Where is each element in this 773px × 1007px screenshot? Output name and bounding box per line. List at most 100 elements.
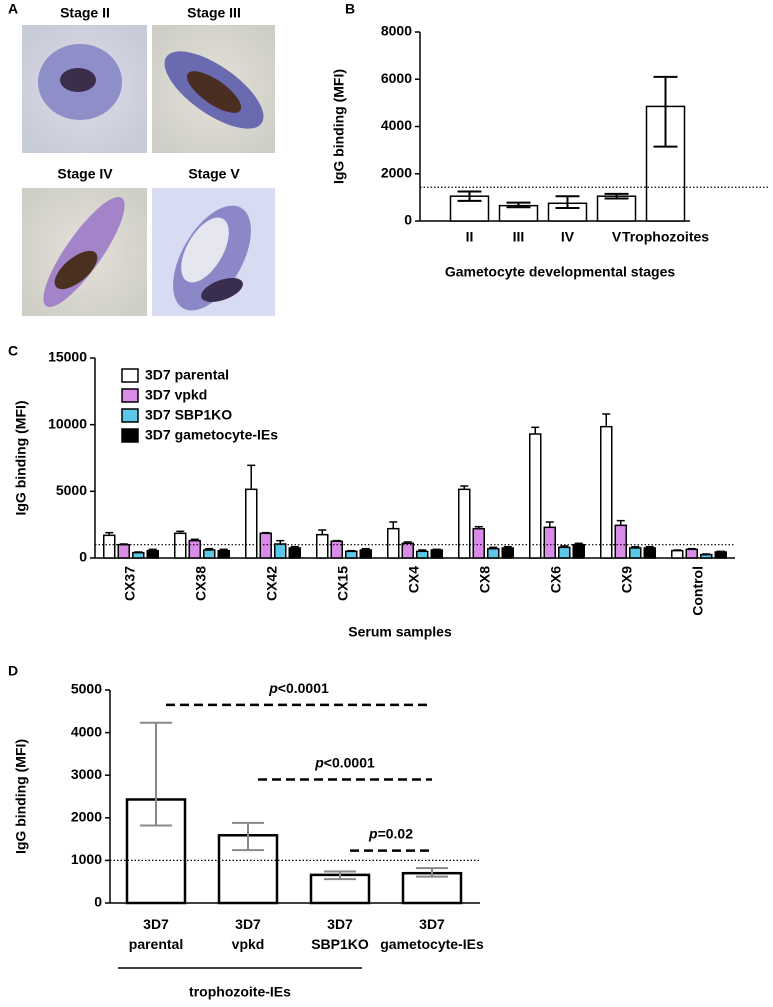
bar bbox=[614, 524, 627, 559]
y-tick-label: 10000 bbox=[48, 415, 87, 431]
p-value: =0.02 bbox=[378, 825, 414, 841]
bar bbox=[714, 551, 727, 559]
x-tick-label: CX42 bbox=[264, 566, 280, 601]
x-axis-label: Gametocyte developmental stages bbox=[445, 264, 676, 280]
x-tick-label: 3D7 vpkd bbox=[232, 916, 265, 952]
x-tick-label: CX4 bbox=[406, 566, 422, 593]
caption: Stage IV bbox=[57, 166, 113, 182]
x-tick-label-line: SBP1KO bbox=[311, 936, 369, 952]
bar bbox=[487, 547, 500, 559]
bar bbox=[316, 533, 329, 559]
x-tick-label: 3D7 gametocyte-IEs bbox=[380, 916, 484, 952]
caption: Stage II bbox=[60, 5, 110, 21]
legend-label: 3D7 SBP1KO bbox=[145, 407, 232, 423]
y-tick-label: 0 bbox=[404, 212, 412, 228]
pigment bbox=[186, 71, 242, 113]
bar bbox=[700, 553, 713, 559]
legend-swatch bbox=[121, 368, 139, 383]
x-tick-label: II bbox=[466, 229, 474, 245]
x-tick-label: CX37 bbox=[122, 566, 138, 601]
legend-swatch bbox=[121, 408, 139, 423]
x-tick-label-line: parental bbox=[129, 936, 183, 952]
x-tick-label-line: 3D7 bbox=[143, 916, 169, 932]
legend-swatch bbox=[121, 428, 139, 443]
y-tick-label: 0 bbox=[79, 549, 87, 565]
bar bbox=[245, 488, 258, 559]
y-tick-label: 2000 bbox=[381, 164, 412, 180]
x-axis-label: Serum samples bbox=[348, 624, 452, 640]
panel-label: B bbox=[345, 1, 355, 17]
panel-label: A bbox=[8, 1, 18, 17]
y-tick-label: 15000 bbox=[48, 349, 87, 365]
bracket-label: trophozoite-IEs bbox=[189, 984, 291, 1000]
p-symbol: p bbox=[314, 754, 324, 770]
x-tick-label: CX6 bbox=[548, 566, 564, 593]
pigment bbox=[54, 250, 98, 290]
panel-label: D bbox=[8, 663, 18, 679]
x-tick-label: CX15 bbox=[335, 566, 351, 601]
x-tick-label: CX8 bbox=[477, 566, 493, 593]
x-tick-label-line: gametocyte-IEs bbox=[380, 936, 484, 952]
pigment bbox=[201, 277, 243, 303]
bar bbox=[274, 543, 287, 559]
chart-panel: C IgG binding (MFI) Serum samples 0 5000 1000… bbox=[8, 343, 735, 640]
y-axis-label: IgG binding (MFI) bbox=[331, 69, 347, 184]
bar bbox=[146, 549, 159, 559]
bar bbox=[103, 534, 116, 559]
bar bbox=[629, 547, 642, 559]
bar bbox=[600, 425, 613, 559]
significance-label: p=0.02 bbox=[368, 825, 413, 841]
legend-label: 3D7 gametocyte-IEs bbox=[145, 427, 278, 443]
bar bbox=[501, 547, 514, 559]
significance-label: p<0.0001 bbox=[268, 680, 329, 696]
legend-swatch bbox=[121, 388, 139, 403]
bar bbox=[309, 873, 371, 905]
y-tick-label: 3000 bbox=[71, 766, 102, 782]
panel-a: A Stage II Stage III Stage IV Stage V bbox=[8, 1, 275, 316]
bar bbox=[543, 526, 556, 559]
caption: Stage V bbox=[188, 166, 240, 182]
y-tick-label: 1000 bbox=[71, 851, 102, 867]
chart-panel: D IgG binding (MFI) 0 1000 2000 3000 4000 5000 3… bbox=[8, 663, 484, 1000]
y-tick-label: 5000 bbox=[71, 681, 102, 697]
p-value: <0.0001 bbox=[324, 754, 375, 770]
bar bbox=[359, 549, 372, 559]
chart-panel: B IgG binding (MFI) Gametocyte development… bbox=[331, 1, 770, 280]
legend-label: 3D7 vpkd bbox=[145, 387, 207, 403]
x-tick-label-line: vpkd bbox=[232, 936, 265, 952]
x-tick-label-line: 3D7 bbox=[235, 916, 261, 932]
bar bbox=[330, 540, 343, 559]
bar bbox=[203, 549, 216, 559]
bar bbox=[288, 547, 301, 559]
bar bbox=[217, 549, 230, 559]
y-tick-label: 0 bbox=[94, 894, 102, 910]
bar bbox=[132, 551, 145, 559]
bar bbox=[416, 550, 429, 559]
legend-label: 3D7 parental bbox=[145, 367, 229, 383]
caption: Stage III bbox=[187, 5, 241, 21]
bar bbox=[430, 549, 443, 559]
x-tick-label: CX38 bbox=[193, 566, 209, 601]
bar bbox=[345, 550, 358, 559]
p-symbol: p bbox=[268, 680, 278, 696]
bar bbox=[596, 195, 637, 222]
y-tick-label: 4000 bbox=[71, 723, 102, 739]
bar bbox=[458, 488, 471, 559]
x-tick-label: 3D7 parental bbox=[129, 916, 183, 952]
y-axis-label: IgG binding (MFI) bbox=[13, 739, 29, 854]
bar bbox=[259, 532, 272, 559]
bar bbox=[529, 433, 542, 559]
bar bbox=[401, 871, 463, 905]
x-tick-label: IV bbox=[561, 229, 575, 245]
y-axis-label: IgG binding (MFI) bbox=[13, 400, 29, 515]
y-tick-label: 4000 bbox=[381, 117, 412, 133]
bar bbox=[117, 543, 130, 559]
bar bbox=[643, 547, 656, 559]
x-tick-label: V bbox=[612, 229, 622, 245]
x-tick-label: Trophozoites bbox=[622, 229, 709, 245]
bar bbox=[472, 527, 485, 559]
bar bbox=[685, 548, 698, 559]
bar bbox=[387, 527, 400, 559]
x-tick-label-line: 3D7 bbox=[327, 916, 353, 932]
